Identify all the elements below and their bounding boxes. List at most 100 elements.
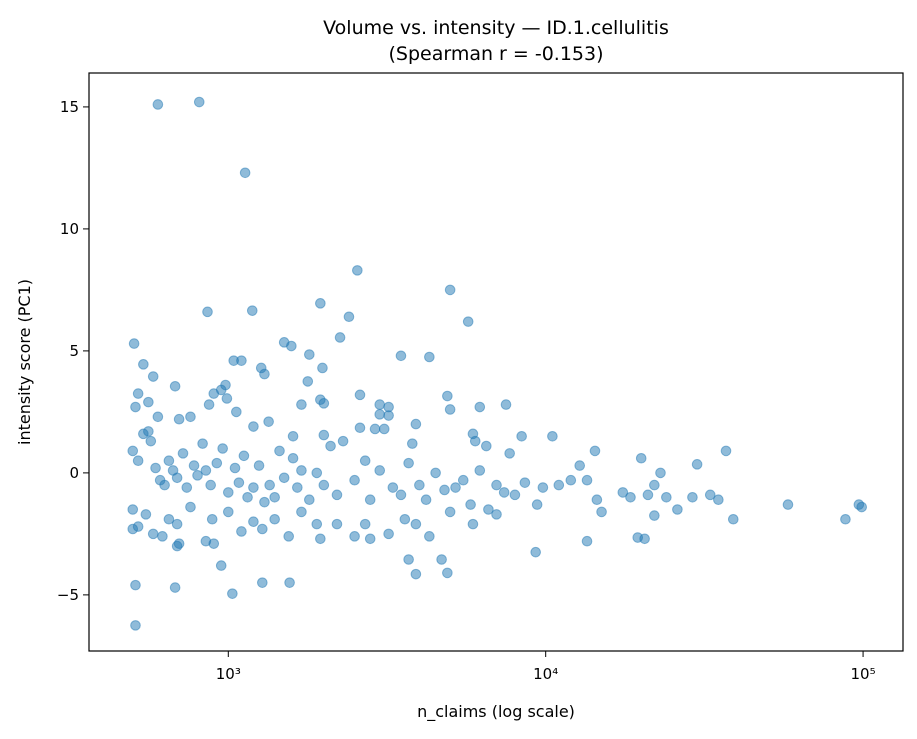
point — [465, 499, 476, 510]
y-tick-label: 10 — [60, 220, 79, 238]
point — [171, 472, 183, 484]
point — [163, 455, 175, 466]
point — [617, 487, 629, 498]
point — [318, 429, 330, 441]
point — [317, 362, 328, 374]
point — [315, 533, 326, 545]
point — [442, 390, 453, 402]
point — [169, 582, 181, 593]
point — [509, 489, 521, 501]
point — [193, 96, 205, 108]
point — [287, 430, 299, 442]
point — [504, 448, 515, 459]
point — [462, 316, 474, 327]
point — [257, 577, 268, 588]
point — [143, 396, 154, 408]
point — [128, 338, 140, 349]
point — [157, 531, 168, 542]
point — [296, 399, 307, 410]
point — [635, 452, 647, 464]
point — [231, 406, 242, 418]
point — [407, 438, 418, 449]
point — [292, 482, 303, 493]
point — [516, 430, 527, 442]
point — [720, 445, 732, 457]
point — [239, 167, 251, 179]
point — [359, 518, 371, 530]
point — [215, 560, 227, 571]
point — [215, 384, 227, 396]
point — [283, 531, 295, 542]
point — [150, 462, 161, 474]
point — [325, 440, 336, 452]
point — [414, 479, 425, 491]
point — [530, 546, 541, 558]
point — [311, 467, 323, 479]
point — [474, 401, 486, 413]
point — [315, 298, 326, 309]
point — [354, 389, 366, 401]
point — [286, 340, 297, 352]
point — [127, 445, 139, 457]
point — [589, 445, 601, 457]
point — [264, 479, 275, 491]
point — [691, 459, 703, 470]
point — [248, 482, 259, 493]
point — [296, 506, 307, 518]
point — [130, 579, 141, 591]
point — [217, 443, 228, 454]
point — [296, 465, 307, 476]
point — [856, 501, 867, 513]
point — [483, 504, 494, 515]
point — [132, 455, 144, 466]
point — [130, 401, 141, 413]
point — [145, 435, 157, 447]
point — [444, 404, 456, 415]
point — [500, 399, 512, 410]
point — [498, 487, 510, 498]
point — [318, 398, 330, 409]
point — [424, 351, 435, 363]
point — [257, 523, 268, 535]
point — [227, 588, 238, 599]
point — [206, 513, 218, 525]
point — [565, 474, 577, 486]
point — [727, 513, 739, 525]
point — [349, 531, 360, 542]
point — [531, 499, 543, 510]
point — [269, 513, 280, 525]
point — [383, 528, 394, 540]
point — [331, 518, 343, 530]
point — [284, 577, 295, 588]
point — [354, 422, 366, 434]
point — [574, 460, 586, 471]
point — [444, 506, 456, 518]
point — [163, 513, 175, 525]
point — [185, 501, 196, 513]
point — [581, 535, 593, 547]
point — [661, 491, 672, 503]
point — [221, 393, 233, 404]
point — [713, 494, 724, 506]
point — [469, 435, 481, 447]
point — [420, 494, 432, 506]
point — [159, 479, 170, 491]
point — [410, 568, 422, 580]
point — [457, 474, 469, 486]
point — [436, 554, 447, 565]
point — [211, 457, 223, 469]
point — [132, 388, 144, 399]
point — [547, 430, 558, 442]
point — [238, 450, 250, 462]
point — [242, 491, 253, 503]
y-tick-label: −5 — [57, 586, 79, 604]
point — [387, 482, 399, 493]
point — [334, 332, 346, 343]
point — [337, 435, 349, 447]
point — [200, 465, 212, 476]
point — [147, 528, 159, 540]
point — [223, 487, 234, 498]
point — [481, 440, 492, 452]
point — [450, 482, 461, 493]
